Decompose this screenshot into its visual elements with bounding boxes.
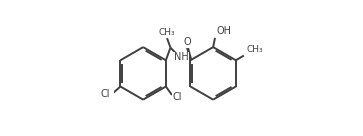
Text: CH₃: CH₃ xyxy=(159,28,175,37)
Text: OH: OH xyxy=(217,26,232,36)
Text: CH₃: CH₃ xyxy=(246,45,263,54)
Text: Cl: Cl xyxy=(100,89,110,99)
Text: Cl: Cl xyxy=(172,92,182,102)
Text: O: O xyxy=(183,37,191,47)
Text: NH: NH xyxy=(174,52,188,62)
